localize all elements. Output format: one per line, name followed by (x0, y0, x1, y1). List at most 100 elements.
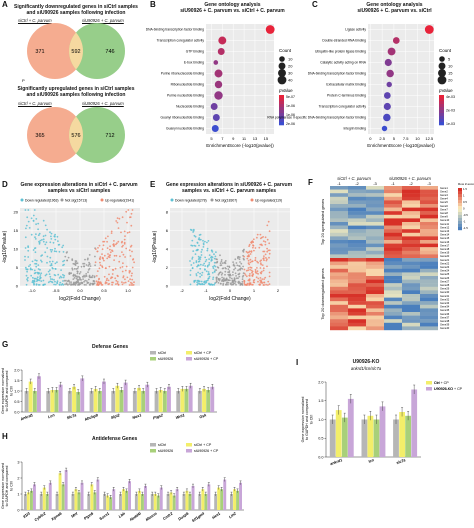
volcano-point (242, 272, 245, 274)
go-chart-c: Ligase activity Double-stranded RNA bindi… (267, 24, 455, 148)
volcano-point (54, 233, 56, 236)
volcano-point (189, 283, 192, 286)
bar (76, 392, 81, 412)
legend-label: Up regulated(119) (255, 199, 282, 203)
heatmap-cell (330, 301, 348, 305)
volcano-point (201, 283, 204, 286)
heatmap-cell (384, 250, 402, 255)
volcano-point (42, 238, 45, 241)
bar (180, 388, 185, 412)
venn1-right-label: siU90926 + C. parvum (82, 18, 124, 23)
legend-gradient-step (439, 113, 444, 117)
volcano-point (133, 281, 135, 284)
volcano-point (260, 272, 263, 275)
volcano-point (208, 275, 211, 278)
volcano-point (267, 284, 269, 286)
volcano-point (242, 265, 244, 268)
bar (175, 489, 179, 510)
volcano-point (85, 264, 88, 266)
legend-count-label: 10 (288, 57, 293, 62)
volcano-point (220, 282, 222, 285)
legend-pvalue-label: 4e-03 (446, 95, 455, 99)
heatmap-cell (384, 272, 402, 277)
legend-gradient-step (279, 98, 284, 102)
bar (97, 391, 102, 412)
volcano-point (113, 259, 115, 261)
gene-label: lcn (368, 458, 375, 464)
volcano-point (197, 271, 199, 274)
heatmap-row-label: Gene18 (440, 247, 450, 251)
volcano-point (55, 250, 58, 253)
volcano-point (102, 258, 105, 260)
volcano-point (130, 284, 133, 286)
heatmap-cell (330, 186, 348, 190)
heatmap-cell (384, 189, 402, 194)
legend-label: Ctrl (434, 381, 440, 385)
heatmap-legend-label: 0 (463, 207, 465, 211)
heatmap-cell (402, 301, 420, 305)
volcano-point (47, 281, 50, 284)
x-tick-label: 0.5 (101, 288, 107, 293)
heatmap-cell (330, 315, 348, 320)
legend-count-label: 5 (448, 57, 451, 62)
volcano-point (44, 234, 47, 237)
volcano-point (124, 256, 126, 258)
heatmap-column-label: -1 (337, 181, 341, 186)
volcano-point (87, 257, 89, 260)
volcano-point (250, 266, 253, 269)
volcano-point (253, 249, 255, 252)
volcano-point (58, 250, 61, 253)
volcano-point (54, 262, 57, 265)
heatmap-cell (420, 261, 438, 266)
x-tick-label: 1 (253, 288, 256, 293)
legend-count-label: 20 (288, 64, 293, 69)
volcano-point (220, 260, 223, 263)
panel-e-title: Gene expression alterations in siU90926 … (165, 182, 293, 194)
bar (32, 391, 37, 412)
volcano-point (26, 278, 28, 281)
volcano-point (245, 269, 248, 272)
volcano-point (265, 257, 267, 259)
volcano-point (66, 259, 68, 262)
y-tick-label: 1.0 (318, 418, 323, 422)
y-tick-label: 20 (14, 209, 19, 214)
heatmap-row-label: Gene11 (440, 222, 450, 226)
heatmap-cell (330, 225, 348, 230)
x-axis-label: log2(Fold Change) (59, 296, 101, 302)
volcano-point (267, 249, 270, 252)
heatmap-cell (330, 276, 348, 280)
go-term-label: Purine ribonucleoside binding (161, 72, 204, 76)
volcano-point (30, 233, 33, 236)
heatmap-cell (348, 211, 366, 215)
heatmap-row-label: Gene15 (440, 236, 450, 240)
heatmap-cell (348, 229, 366, 233)
heatmap-cell (330, 272, 348, 277)
volcano-point (126, 276, 129, 279)
heatmap-cell (348, 272, 366, 277)
volcano-point (112, 243, 115, 245)
volcano-point (27, 209, 30, 211)
panel-h: H Antidefense Genes siCtrl siCtrl + CP siU… (0, 432, 250, 528)
heatmap-legend-label: -0.5 (463, 213, 468, 217)
volcano-point (50, 232, 53, 235)
heatmap-cell (348, 322, 366, 327)
go-term-label: Guanyl nucleotide binding (166, 127, 204, 131)
bar (93, 492, 97, 510)
heatmap-cell (384, 207, 402, 212)
heatmap-row-label: Gene3 (440, 193, 448, 197)
legend-pvalue-label: 5e-07 (286, 95, 295, 99)
heatmap-row-label: Gene6 (440, 204, 448, 208)
legend-pvalue-title: pValue (439, 88, 453, 93)
volcano-point (114, 277, 117, 280)
heatmap-cell (366, 193, 384, 197)
volcano-point (268, 283, 271, 285)
heatmap-cell (366, 229, 384, 233)
volcano-point (49, 275, 52, 278)
bar (125, 490, 128, 510)
x-tick-label: 7 (221, 136, 224, 141)
volcano-point (243, 282, 246, 285)
volcano-point (34, 277, 37, 280)
heatmap-cell (366, 218, 384, 223)
volcano-point (252, 241, 255, 244)
legend-gradient-step (279, 104, 284, 108)
